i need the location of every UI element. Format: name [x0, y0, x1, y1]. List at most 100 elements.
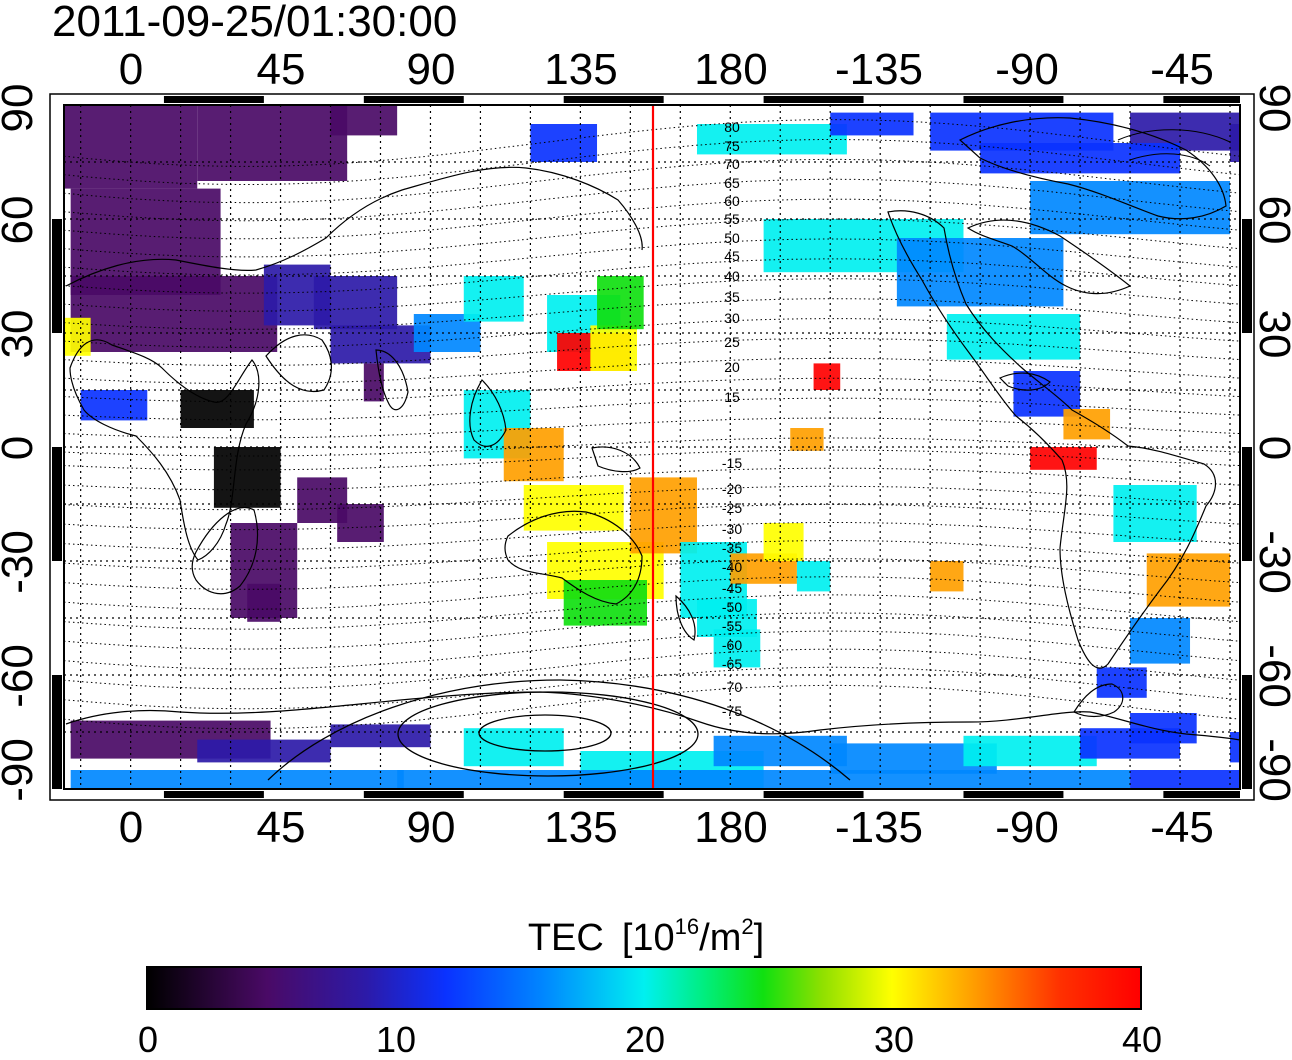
lat-label-left: 90	[0, 84, 42, 133]
lon-label-top: 0	[119, 45, 143, 94]
colorbar-title-main: TEC	[527, 917, 604, 959]
lon-labels-top: 0 45 90 135 180 -135 -90 -45	[119, 45, 1214, 94]
contour-label: -55	[722, 618, 742, 634]
frame-bar-bottom	[163, 791, 264, 798]
contour-label: -20	[722, 481, 742, 497]
tec-patch	[713, 629, 761, 668]
tec-patch	[830, 112, 914, 136]
lat-label-right: 60	[1250, 196, 1292, 245]
frame-bar-top	[363, 96, 464, 103]
contour-label: -30	[722, 521, 742, 537]
frame-bar-bottom	[763, 791, 864, 798]
contour-label: 60	[724, 193, 740, 209]
map-outer-frame	[49, 93, 1255, 801]
tec-patch	[197, 105, 348, 181]
contour-line	[64, 258, 1240, 294]
coastlines	[65, 117, 1240, 741]
colorbar-unit-exp: 16	[674, 914, 700, 939]
tec-map: 0 45 90 135 180 -135 -90 -45 0 45 90 135…	[0, 45, 1292, 852]
lon-label-top: 90	[407, 45, 456, 94]
tec-patch	[963, 735, 1097, 767]
contour-line	[64, 298, 1240, 330]
tec-patch	[64, 317, 91, 356]
frame-bar-bottom	[1163, 791, 1240, 798]
tec-patch	[930, 561, 964, 592]
frame-bar-bottom	[963, 791, 1064, 798]
lat-label-left: -60	[0, 644, 42, 708]
tec-data-layer	[64, 105, 1240, 789]
lon-label-top: 180	[694, 45, 767, 94]
tec-patch	[946, 314, 1081, 360]
tec-patch	[790, 428, 824, 451]
tec-patch	[1230, 732, 1240, 763]
contour-label: -50	[722, 599, 742, 615]
colorbar-unit-exp2: 2	[741, 914, 754, 939]
contour-label: 80	[724, 119, 740, 135]
frame-bar-bottom	[363, 791, 464, 798]
contour-label: -45	[722, 580, 742, 596]
tec-patch	[1130, 618, 1191, 664]
tec-patch	[1030, 447, 1097, 470]
contour-line	[64, 576, 1240, 610]
contour-line	[64, 218, 1240, 258]
lat-label-right: -90	[1250, 738, 1292, 802]
colorbar-tick: 30	[873, 1019, 915, 1060]
frame-bar-left	[52, 675, 62, 789]
tec-patch	[896, 238, 1064, 307]
lon-label-bottom: 90	[407, 803, 456, 852]
lon-label-top: 45	[257, 45, 306, 94]
timestamp-title: 2011-09-25/01:30:00	[52, 0, 458, 46]
frame-bar-left	[52, 447, 62, 561]
contour-label: 45	[724, 248, 740, 264]
contour-line	[64, 238, 1240, 276]
lat-label-right: -60	[1250, 644, 1292, 708]
contour-line	[64, 630, 1240, 670]
contour-label: -15	[722, 455, 742, 471]
lon-label-bottom: 0	[119, 803, 143, 852]
contour-label: 50	[724, 230, 740, 246]
colorbar-unit-prefix: [10	[621, 917, 675, 959]
tec-patch	[313, 276, 398, 330]
frame-bar-top	[1163, 96, 1240, 103]
contour-line	[64, 612, 1240, 650]
tec-patch	[247, 583, 281, 622]
lat-labels-right: 90 60 30 0 -30 -60 -90	[1250, 84, 1292, 802]
tec-patch	[1230, 124, 1240, 162]
colorbar-tick: 10	[375, 1019, 417, 1060]
contour-line	[64, 522, 1240, 550]
tec-patch	[1063, 409, 1111, 440]
tec-patch	[763, 523, 804, 561]
frame-bar-top	[563, 96, 664, 103]
lon-label-bottom: -135	[835, 803, 923, 852]
frame-bar-top	[163, 96, 264, 103]
tec-patch	[1130, 713, 1197, 744]
contour-label: 15	[724, 389, 740, 405]
contour-line	[64, 594, 1240, 630]
contour-label: -65	[722, 656, 742, 672]
magnetic-pole-contours	[267, 679, 851, 781]
tec-patch	[503, 428, 564, 482]
tec-patch	[1130, 770, 1240, 789]
contour-line	[64, 558, 1240, 590]
tec-patch	[337, 504, 384, 542]
tec-patch	[213, 447, 281, 508]
colorbar-tick: 20	[624, 1019, 666, 1060]
lat-label-left: 30	[0, 310, 42, 359]
tec-patch	[530, 124, 598, 162]
contour-label: -75	[722, 703, 742, 719]
lat-label-left: 0	[0, 436, 42, 460]
colorbar-unit-mid: /m	[699, 917, 742, 959]
frame-bars	[52, 96, 1252, 798]
colorbar-unit-suffix: ]	[753, 917, 765, 959]
contour-label: 75	[724, 138, 740, 154]
tec-patch	[696, 124, 847, 155]
contour-label: 25	[724, 334, 740, 350]
contour-label: -70	[722, 679, 742, 695]
lon-label-bottom: 45	[257, 803, 306, 852]
contour-label: 40	[724, 268, 740, 284]
lat-label-right: 90	[1250, 84, 1292, 133]
neg-pole-contours-north	[1117, 129, 1231, 167]
contour-line	[64, 318, 1240, 348]
tec-patch	[70, 770, 404, 789]
tec-patch	[713, 735, 847, 767]
